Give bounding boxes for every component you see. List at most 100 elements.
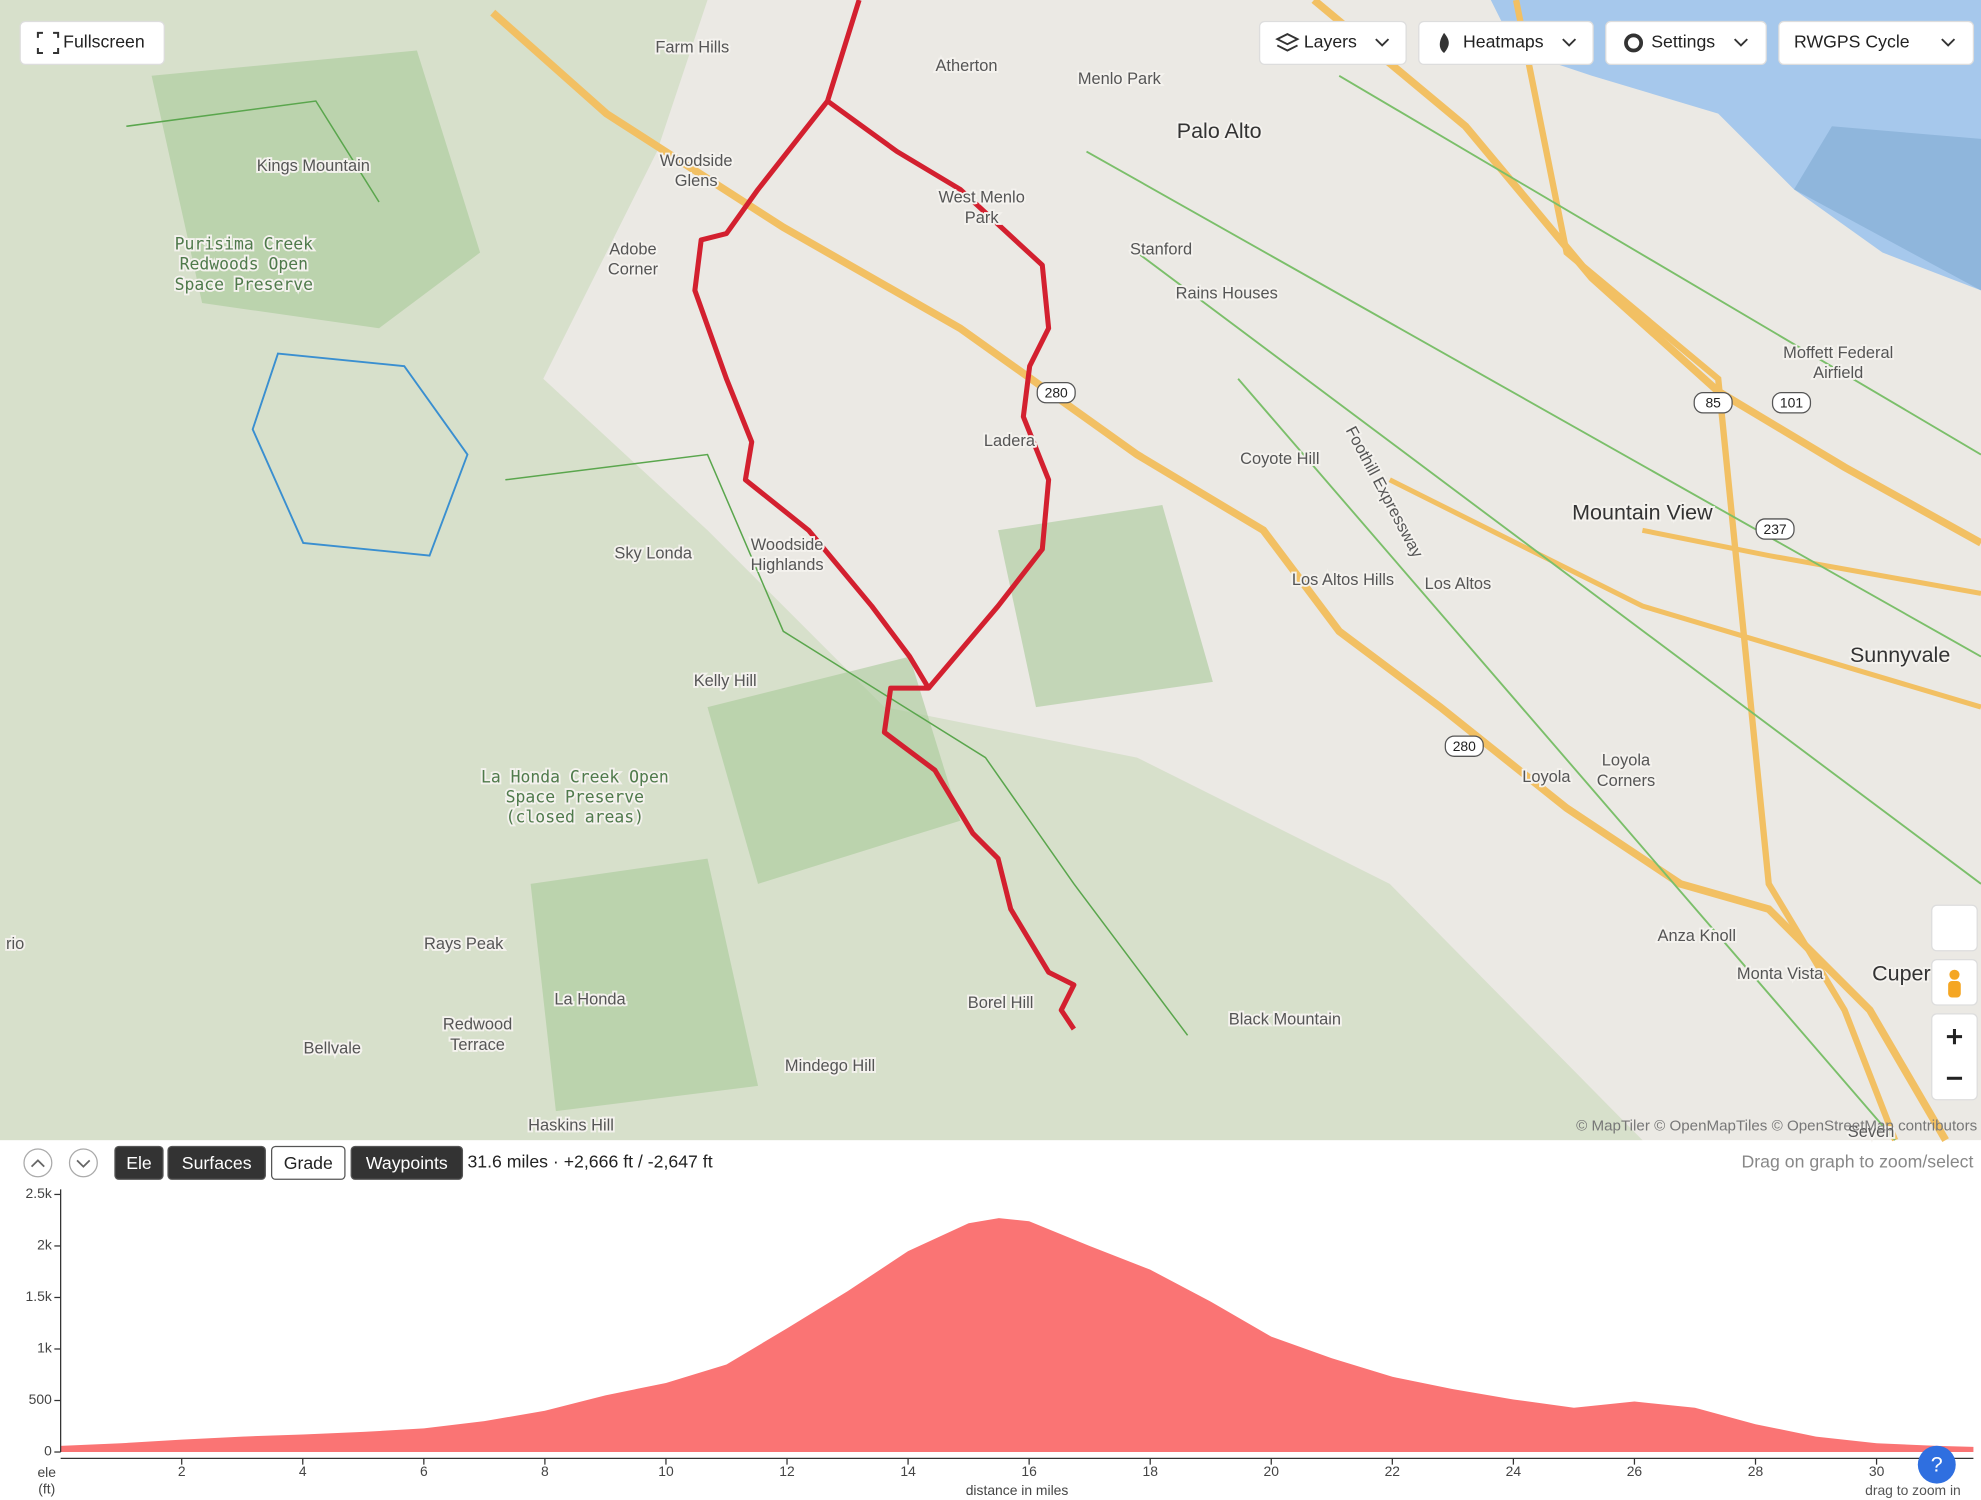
map-label: La Honda Creek Open (481, 767, 669, 786)
x-tick-label: 14 (900, 1463, 916, 1479)
map-label: Los Altos (1425, 575, 1492, 593)
route-shield (1771, 392, 1812, 414)
help-icon: ? (1931, 1453, 1943, 1477)
bike-route (1086, 74, 1981, 1141)
profile-tab-label: Grade (284, 1153, 333, 1173)
y-tick-label: 2.5k (26, 1185, 52, 1201)
map-label: Airfield (1813, 364, 1863, 382)
y-tick-label: 0 (44, 1443, 52, 1459)
map-toolbar: Fullscreen Layers Heatmaps Settings RWGP… (19, 20, 1978, 1101)
fullscreen-button[interactable]: Fullscreen (19, 20, 165, 66)
map-label: Monta Vista (1737, 965, 1824, 983)
map-label: Anza Knoll (1658, 927, 1736, 945)
map-label: Woodside (751, 536, 824, 554)
map-label: Ladera (984, 432, 1036, 450)
map-label: Atherton (935, 57, 997, 75)
help-button[interactable] (1917, 1445, 1956, 1484)
map-label: Farm Hills (655, 38, 729, 56)
map-label: Moffett Federal (1783, 344, 1893, 362)
profile-tab[interactable] (114, 1145, 164, 1180)
x-tick-label: 12 (779, 1463, 795, 1479)
route-shield (1444, 735, 1484, 757)
y-axis-title: (ft) (38, 1481, 55, 1497)
x-tick-label: 20 (1264, 1463, 1280, 1479)
map-style-select[interactable]: RWGPS Cycle (1778, 20, 1975, 66)
button-label: RWGPS Cycle (1794, 32, 1910, 52)
map-label: (closed areas) (506, 808, 644, 827)
collapse-down-button[interactable] (68, 1148, 98, 1178)
map: Farm Hills Atherton Menlo Park Palo Alto Kin… (0, 0, 1981, 1143)
collapse-up-button[interactable] (23, 1148, 53, 1178)
x-tick-label: 18 (1142, 1463, 1158, 1479)
map-label: rio (6, 935, 24, 953)
route-shield-label: 101 (1780, 395, 1803, 411)
map-label: Bellvale (304, 1040, 361, 1058)
route-shield-label: 237 (1763, 521, 1786, 537)
x-tick-label: 16 (1021, 1463, 1037, 1479)
map-label: Corners (1597, 772, 1655, 790)
map-label: Space Preserve (175, 275, 313, 294)
route-shield (1693, 392, 1733, 414)
route-shield-label: 85 (1705, 395, 1721, 411)
map-label: Corner (608, 261, 659, 279)
map-label: Seven (1848, 1123, 1895, 1141)
y-tick-label: 500 (29, 1391, 52, 1407)
button-label: Heatmaps (1463, 32, 1544, 52)
profile-tab-label: Ele (126, 1153, 152, 1173)
map-label: Mountain View (1572, 501, 1713, 525)
hint: Drag on graph to zoom/select (1742, 1152, 1974, 1172)
y-tick-label: 1.5k (26, 1288, 52, 1304)
y-axis-title: ele (37, 1464, 56, 1480)
layers-button[interactable]: Layers (1258, 20, 1407, 66)
profile-toolbar: Ele Surfaces Grade Waypoints 31.6 miles · +… (23, 1145, 1974, 1180)
profile-tab[interactable] (350, 1145, 464, 1180)
map-label: Rains Houses (1176, 285, 1278, 303)
route-shield (1755, 518, 1795, 540)
map-label: West Menlo (938, 189, 1024, 207)
highway (490, 9, 1949, 1143)
profile-tab[interactable] (167, 1145, 266, 1180)
button-label: Layers (1304, 32, 1357, 52)
map-label: Rays Peak (424, 935, 504, 953)
map-label: Redwoods Open (180, 255, 308, 274)
map-label: Loyola (1602, 752, 1651, 770)
map-label: Los Altos Hills (1292, 571, 1394, 589)
profile-tab-label: Surfaces (182, 1153, 252, 1173)
map-controls (1931, 904, 1978, 1101)
profile-tab[interactable] (270, 1145, 346, 1180)
x-tick-label: 10 (658, 1463, 674, 1479)
route (692, 0, 1077, 1031)
map-label: Mindego Hill (785, 1057, 875, 1075)
zoom-in[interactable] (1946, 1029, 1963, 1045)
route (826, 98, 1052, 690)
map-attribution: © MapTiler © OpenMapTiles © OpenStreetMa… (1576, 1117, 1977, 1134)
elevation-area (60, 1218, 1974, 1453)
map-label: Kings Mountain (257, 157, 370, 175)
x-tick-label: 30 (1869, 1463, 1885, 1479)
map-label: Borel Hill (968, 994, 1034, 1012)
x-tick-label: 6 (420, 1463, 428, 1479)
map-label: Kelly Hill (694, 672, 757, 690)
map-label: Space Preserve (506, 787, 644, 806)
route-stats: 31.6 miles · +2,666 ft / -2,647 ft (467, 1152, 712, 1172)
x-tick-label: 4 (299, 1463, 307, 1479)
trail (126, 100, 1189, 1036)
park-area (151, 50, 1213, 1112)
map-label: Loyola (1522, 768, 1571, 786)
highway (1311, 0, 1981, 547)
x-tick-label: 24 (1506, 1463, 1522, 1479)
heatmaps-button[interactable]: Heatmaps (1418, 20, 1594, 66)
map-info-button[interactable] (1931, 904, 1978, 952)
map-label: Cuper (1872, 961, 1931, 985)
map-label: Glens (675, 172, 718, 190)
map-label: Adobe (609, 240, 656, 258)
y-tick-label: 1k (37, 1340, 52, 1356)
settings-button[interactable]: Settings (1605, 20, 1767, 66)
zoom-control (1931, 1013, 1978, 1101)
map-label: Coyote Hill (1240, 450, 1319, 468)
y-tick-label: 2k (37, 1237, 52, 1253)
route-shield-label: 280 (1045, 385, 1068, 401)
